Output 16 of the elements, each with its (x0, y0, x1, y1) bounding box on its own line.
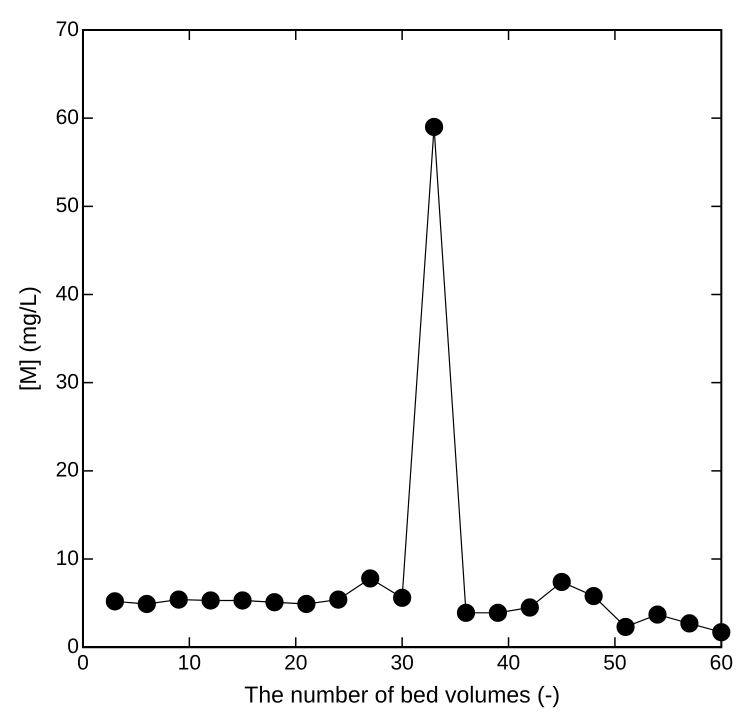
y-tick-label: 0 (67, 634, 79, 658)
y-tick-label: 70 (56, 18, 79, 41)
x-axis-title: The number of bed volumes (-) (244, 682, 560, 708)
x-tick-label: 50 (603, 652, 627, 675)
y-tick-label: 10 (56, 546, 79, 570)
y-tick-label: 40 (56, 282, 79, 306)
y-axis-title: [M] (mg/L) (15, 286, 42, 391)
x-tick-label: 30 (390, 652, 414, 675)
x-tick-label: 60 (710, 652, 733, 675)
y-tick-label: 30 (56, 370, 79, 394)
y-tick-label: 60 (56, 106, 79, 129)
y-tick-label: 50 (56, 194, 79, 218)
x-tick-label: 10 (178, 652, 202, 675)
x-tick-label: 40 (496, 652, 520, 675)
y-tick-label: 20 (56, 458, 79, 482)
x-tick-label: 20 (284, 652, 308, 675)
